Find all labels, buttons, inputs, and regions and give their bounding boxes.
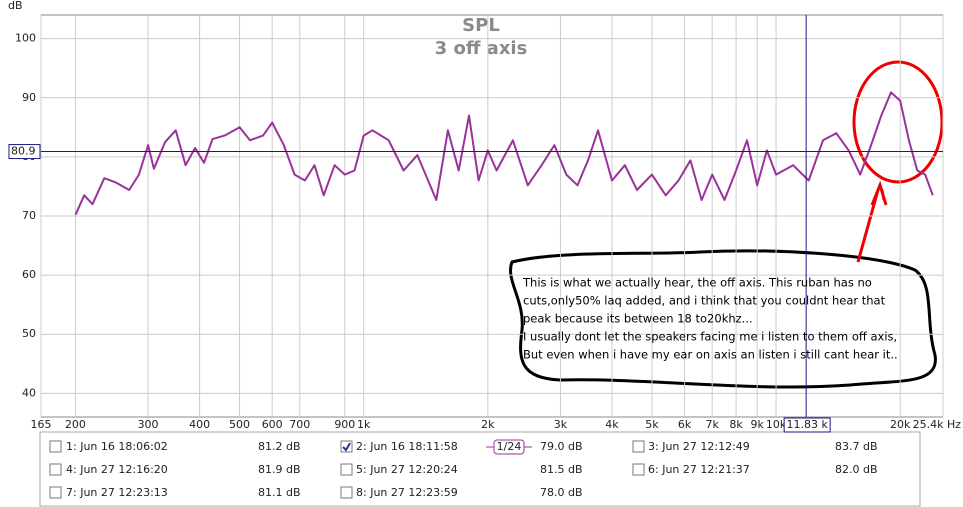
- annotation-text: I usually dont let the speakers facing m…: [523, 330, 897, 344]
- y-tick-label: 100: [15, 32, 36, 45]
- cursor-x-label: 11.83 k: [786, 418, 828, 431]
- annotation-text: This is what we actually hear, the off a…: [522, 276, 872, 290]
- x-tick-label: 400: [189, 418, 210, 431]
- x-tick-label: 200: [65, 418, 86, 431]
- spl-line: [74, 91, 934, 216]
- legend-label: 4: Jun 27 12:16:20: [66, 463, 168, 476]
- x-tick-label: 20k: [890, 418, 911, 431]
- y-tick-label: 50: [22, 327, 36, 340]
- smoothing-label: 1/24: [497, 440, 522, 453]
- checkbox[interactable]: [632, 440, 645, 453]
- checkbox[interactable]: [49, 486, 62, 499]
- legend-value: 82.0 dB: [835, 463, 878, 476]
- x-tick-label: 700: [289, 418, 310, 431]
- legend-label: 5: Jun 27 12:20:24: [356, 463, 458, 476]
- legend-panel: [39, 431, 921, 507]
- checkbox[interactable]: [340, 440, 353, 453]
- legend-value: 81.2 dB: [258, 440, 301, 453]
- legend-value: 81.9 dB: [258, 463, 301, 476]
- x-tick-label: 3k: [554, 418, 568, 431]
- y-unit: dB: [8, 0, 23, 12]
- x-tick-label: 4k: [605, 418, 619, 431]
- legend-value: 79.0 dB: [540, 440, 583, 453]
- x-tick-label: 500: [229, 418, 250, 431]
- y-tick-label: 70: [22, 209, 36, 222]
- legend-label: 2: Jun 16 18:11:58: [356, 440, 458, 453]
- checkmark: [342, 442, 351, 452]
- chart-title: SPL: [462, 15, 500, 36]
- x-tick-label: 165: [31, 418, 52, 431]
- legend-label: 7: Jun 27 12:23:13: [66, 486, 168, 499]
- y-tick-label: 60: [22, 268, 36, 281]
- checkbox[interactable]: [632, 463, 645, 476]
- legend-label: 6: Jun 27 12:21:37: [648, 463, 750, 476]
- y-tick-label: 90: [22, 91, 36, 104]
- x-tick-label: 5k: [645, 418, 659, 431]
- annotation-text: cuts,only50% laq added, and i think that…: [523, 294, 886, 308]
- annotation-blob: [509, 249, 937, 389]
- y-tick-label: 40: [22, 386, 36, 399]
- x-tick-label: 10k: [766, 418, 787, 431]
- checkbox[interactable]: [340, 486, 353, 499]
- legend-label: 3: Jun 27 12:12:49: [648, 440, 750, 453]
- cursor-y-box: [8, 144, 41, 160]
- legend-value: 81.5 dB: [540, 463, 583, 476]
- arrow: [856, 180, 888, 263]
- x-tick-label: 7k: [705, 418, 719, 431]
- x-tick-label: 900: [334, 418, 355, 431]
- x-tick-label: 25.4k Hz: [913, 418, 962, 431]
- legend-value: 81.1 dB: [258, 486, 301, 499]
- annotation-text: But even when i have my ear on axis an l…: [523, 348, 898, 362]
- x-tick-label: 8k: [729, 418, 743, 431]
- x-tick-label: 600: [262, 418, 283, 431]
- legend-value: 78.0 dB: [540, 486, 583, 499]
- x-tick-label: 300: [138, 418, 159, 431]
- legend-label: 1: Jun 16 18:06:02: [66, 440, 168, 453]
- x-tick-label: 1k: [357, 418, 371, 431]
- checkbox[interactable]: [340, 463, 353, 476]
- cursor-x-box: [783, 417, 831, 433]
- checkbox[interactable]: [49, 440, 62, 453]
- checkbox[interactable]: [49, 463, 62, 476]
- cursor-y-label: 80.9: [11, 145, 36, 158]
- x-tick-label: 6k: [678, 418, 692, 431]
- legend-value: 83.7 dB: [835, 440, 878, 453]
- x-tick-label: 2k: [481, 418, 495, 431]
- legend-label: 8: Jun 27 12:23:59: [356, 486, 458, 499]
- x-tick-label: 9k: [751, 418, 765, 431]
- chart-subtitle: 3 off axis: [435, 38, 528, 59]
- highlight-ellipse: [852, 60, 944, 184]
- annotation-text: peak because its between 18 to20khz...: [523, 312, 753, 326]
